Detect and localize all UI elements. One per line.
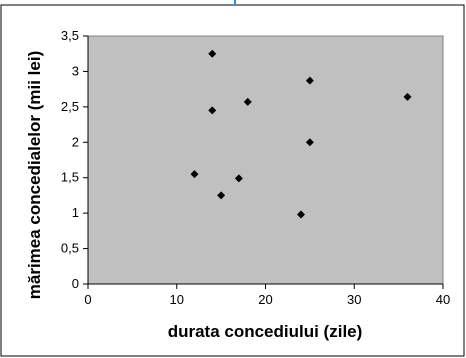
data-point xyxy=(190,170,199,179)
data-point xyxy=(234,174,243,183)
y-tick-label: 2 xyxy=(72,134,79,149)
y-tick-label: 1 xyxy=(72,205,79,220)
data-point xyxy=(208,49,217,58)
data-points xyxy=(190,49,412,219)
y-tick-label: 3,5 xyxy=(61,28,79,43)
y-axis-title: mărimea concedialelor (mii lei) xyxy=(25,51,44,299)
x-tick-label: 30 xyxy=(347,292,361,307)
x-tick-label: 10 xyxy=(170,292,184,307)
data-point xyxy=(243,97,252,106)
x-axis-title: durata concediului (zile) xyxy=(168,322,363,341)
data-point xyxy=(297,210,305,219)
x-tick-label: 40 xyxy=(436,292,450,307)
x-tick-label: 0 xyxy=(84,292,91,307)
y-axis-ticks: 0 0,5 1 1,5 2 2,5 3 3,5 xyxy=(61,28,88,291)
y-tick-label: 0 xyxy=(72,276,79,291)
y-tick-label: 3 xyxy=(72,63,79,78)
x-tick-label: 20 xyxy=(258,292,272,307)
data-point xyxy=(403,92,412,101)
x-axis-ticks: 0 10 20 30 40 xyxy=(84,284,450,307)
data-point xyxy=(305,138,314,147)
data-point xyxy=(217,191,226,200)
y-tick-label: 2,5 xyxy=(61,99,79,114)
data-point xyxy=(305,76,314,85)
y-tick-label: 1,5 xyxy=(61,170,79,185)
data-point xyxy=(208,106,217,115)
plot-area xyxy=(87,35,444,285)
y-tick-label: 0,5 xyxy=(61,241,79,256)
